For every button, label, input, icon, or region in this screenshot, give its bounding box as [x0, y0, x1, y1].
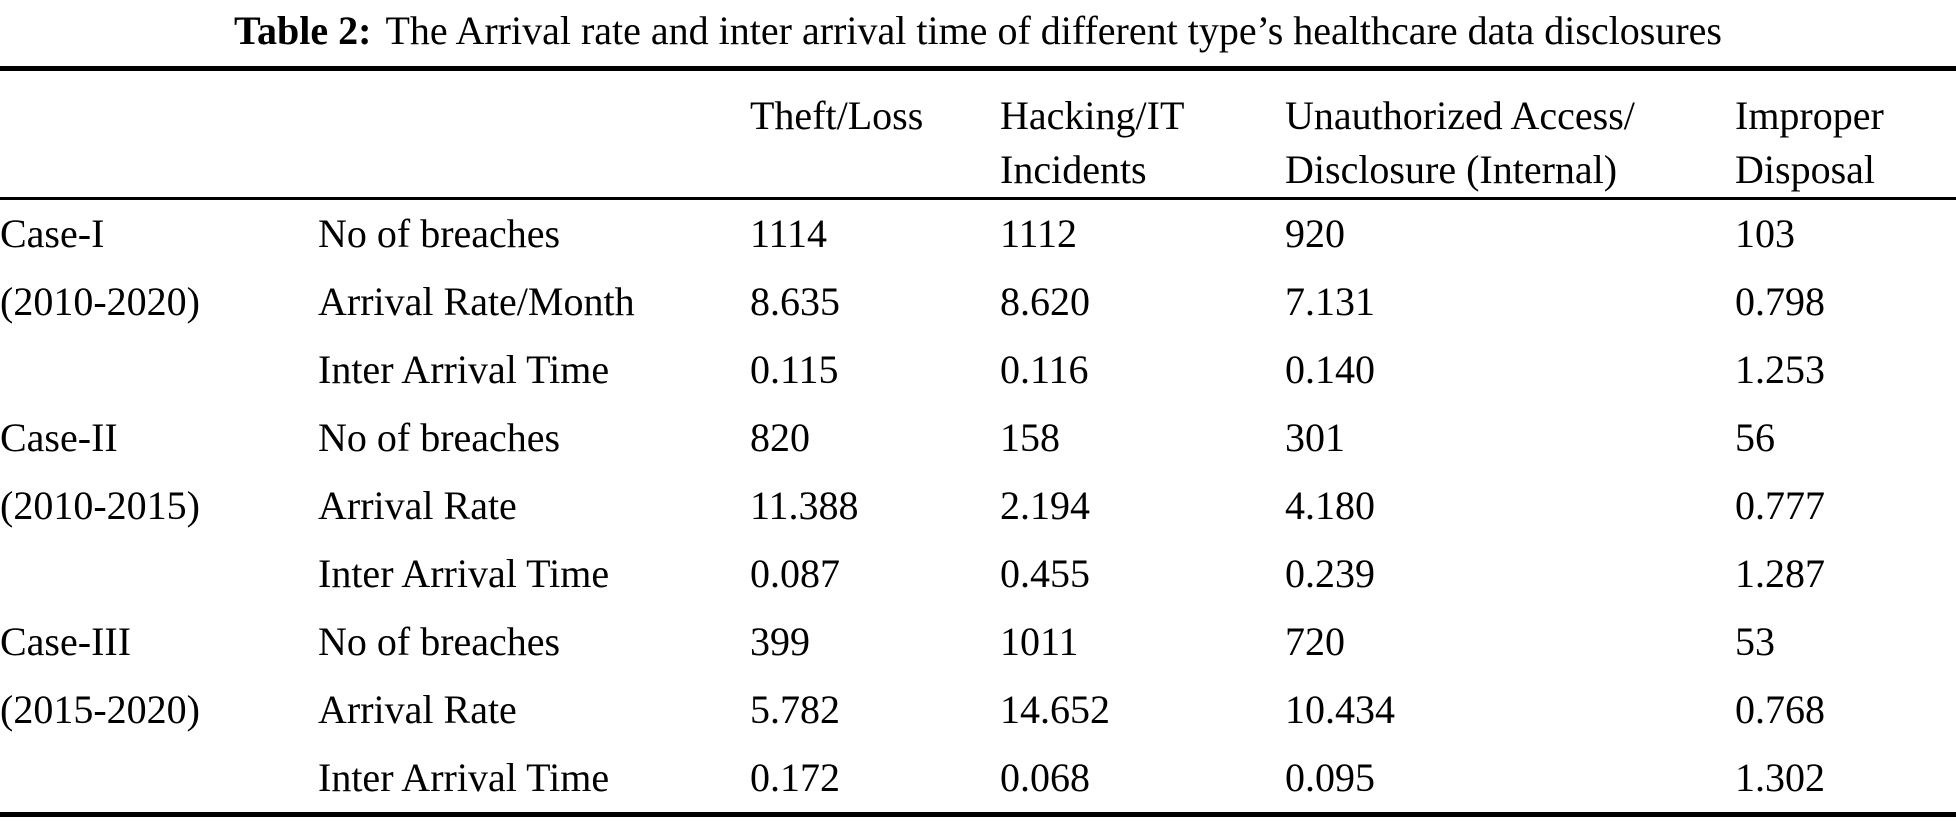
value-cell: 0.140	[1285, 347, 1375, 392]
value-cell: 1114	[750, 211, 828, 256]
value-cell: 53	[1735, 619, 1775, 664]
table-row: Case-II (2010-2015) No of breaches 820 1…	[0, 404, 1956, 528]
value-cell: 1.253	[1735, 347, 1825, 392]
table-row: Arrival Rate 5.782 14.652 10.434 0.768	[0, 676, 1956, 744]
metric-label: Inter Arrival Time	[318, 347, 610, 392]
value-cell: 2.194	[1000, 483, 1090, 528]
case-3-name: Case-III	[0, 619, 132, 664]
header-theft-loss: Theft/Loss	[750, 69, 1000, 199]
header-hacking-it-line2: Incidents	[1000, 147, 1147, 192]
header-unauthorized-access-line2: Disclosure (Internal)	[1285, 147, 1618, 192]
header-metric-empty	[318, 69, 750, 199]
case-1-name: Case-I	[0, 211, 105, 256]
header-hacking-it-line1: Hacking/IT	[1000, 93, 1185, 138]
case-1-label-cell: Case-I (2010-2020)	[0, 199, 318, 405]
metric-label: Inter Arrival Time	[318, 755, 610, 800]
value-cell: 0.455	[1000, 551, 1090, 596]
table-row: Arrival Rate/Month 8.635 8.620 7.131 0.7…	[0, 268, 1956, 336]
value-cell: 0.172	[750, 755, 840, 800]
value-cell: 820	[750, 415, 810, 460]
value-cell: 7.131	[1285, 279, 1375, 324]
value-cell: 158	[1000, 415, 1060, 460]
value-cell: 14.652	[1000, 687, 1110, 732]
case-3-label-cell: Case-III (2015-2020)	[0, 608, 318, 815]
header-theft-loss-line1: Theft/Loss	[750, 93, 924, 138]
value-cell: 0.068	[1000, 755, 1090, 800]
table-caption-label: Table 2:	[234, 8, 372, 53]
value-cell: 1.287	[1735, 551, 1825, 596]
metric-label: Arrival Rate	[318, 687, 517, 732]
value-cell: 11.388	[750, 483, 859, 528]
value-cell: 1112	[1000, 211, 1078, 256]
case-2-name: Case-II	[0, 415, 118, 460]
value-cell: 8.635	[750, 279, 840, 324]
value-cell: 1011	[1000, 619, 1079, 664]
table-caption: Table 2: The Arrival rate and inter arriv…	[0, 0, 1956, 66]
arrival-rate-table: Theft/Loss Hacking/IT Incidents Unauthor…	[0, 66, 1956, 817]
value-cell: 4.180	[1285, 483, 1375, 528]
metric-label: Arrival Rate	[318, 483, 517, 528]
table-row: Case-I (2010-2020) No of breaches 1114 1…	[0, 199, 1956, 324]
value-cell: 0.087	[750, 551, 840, 596]
value-cell: 0.798	[1735, 279, 1825, 324]
value-cell: 103	[1735, 211, 1795, 256]
value-cell: 0.239	[1285, 551, 1375, 596]
value-cell: 720	[1285, 619, 1345, 664]
value-cell: 8.620	[1000, 279, 1090, 324]
case-2-label-cell: Case-II (2010-2015)	[0, 404, 318, 608]
metric-label: Inter Arrival Time	[318, 551, 610, 596]
value-cell: 1.302	[1735, 755, 1825, 800]
table-row: Inter Arrival Time 0.172 0.068 0.095 1.3…	[0, 744, 1956, 815]
metric-label: No of breaches	[318, 415, 561, 460]
value-cell: 10.434	[1285, 687, 1395, 732]
value-cell: 0.115	[750, 347, 839, 392]
value-cell: 920	[1285, 211, 1345, 256]
case-2-period: (2010-2015)	[0, 483, 200, 528]
metric-label: No of breaches	[318, 619, 561, 664]
case-3-period: (2015-2020)	[0, 687, 200, 732]
table-row: Inter Arrival Time 0.087 0.455 0.239 1.2…	[0, 540, 1956, 608]
value-cell: 0.777	[1735, 483, 1825, 528]
header-unauthorized-access: Unauthorized Access/ Disclosure (Interna…	[1285, 69, 1735, 199]
value-cell: 0.116	[1000, 347, 1089, 392]
metric-label: Arrival Rate/Month	[318, 279, 635, 324]
header-hacking-it: Hacking/IT Incidents	[1000, 69, 1285, 199]
header-improper-disposal: Improper Disposal	[1735, 69, 1956, 199]
header-improper-disposal-line2: Disposal	[1735, 147, 1875, 192]
value-cell: 399	[750, 619, 810, 664]
value-cell: 5.782	[750, 687, 840, 732]
metric-label: No of breaches	[318, 211, 561, 256]
value-cell: 301	[1285, 415, 1345, 460]
header-unauthorized-access-line1: Unauthorized Access/	[1285, 93, 1635, 138]
table-row: Arrival Rate 11.388 2.194 4.180 0.777	[0, 472, 1956, 540]
case-1-period: (2010-2020)	[0, 279, 200, 324]
header-case-empty	[0, 69, 318, 199]
value-cell: 0.768	[1735, 687, 1825, 732]
table-row: Case-III (2015-2020) No of breaches 399 …	[0, 608, 1956, 732]
header-improper-disposal-line1: Improper	[1735, 93, 1884, 138]
table-caption-text: The Arrival rate and inter arrival time …	[385, 8, 1722, 53]
value-cell: 56	[1735, 415, 1775, 460]
table-row: Inter Arrival Time 0.115 0.116 0.140 1.2…	[0, 336, 1956, 404]
value-cell: 0.095	[1285, 755, 1375, 800]
table-header-row: Theft/Loss Hacking/IT Incidents Unauthor…	[0, 69, 1956, 199]
